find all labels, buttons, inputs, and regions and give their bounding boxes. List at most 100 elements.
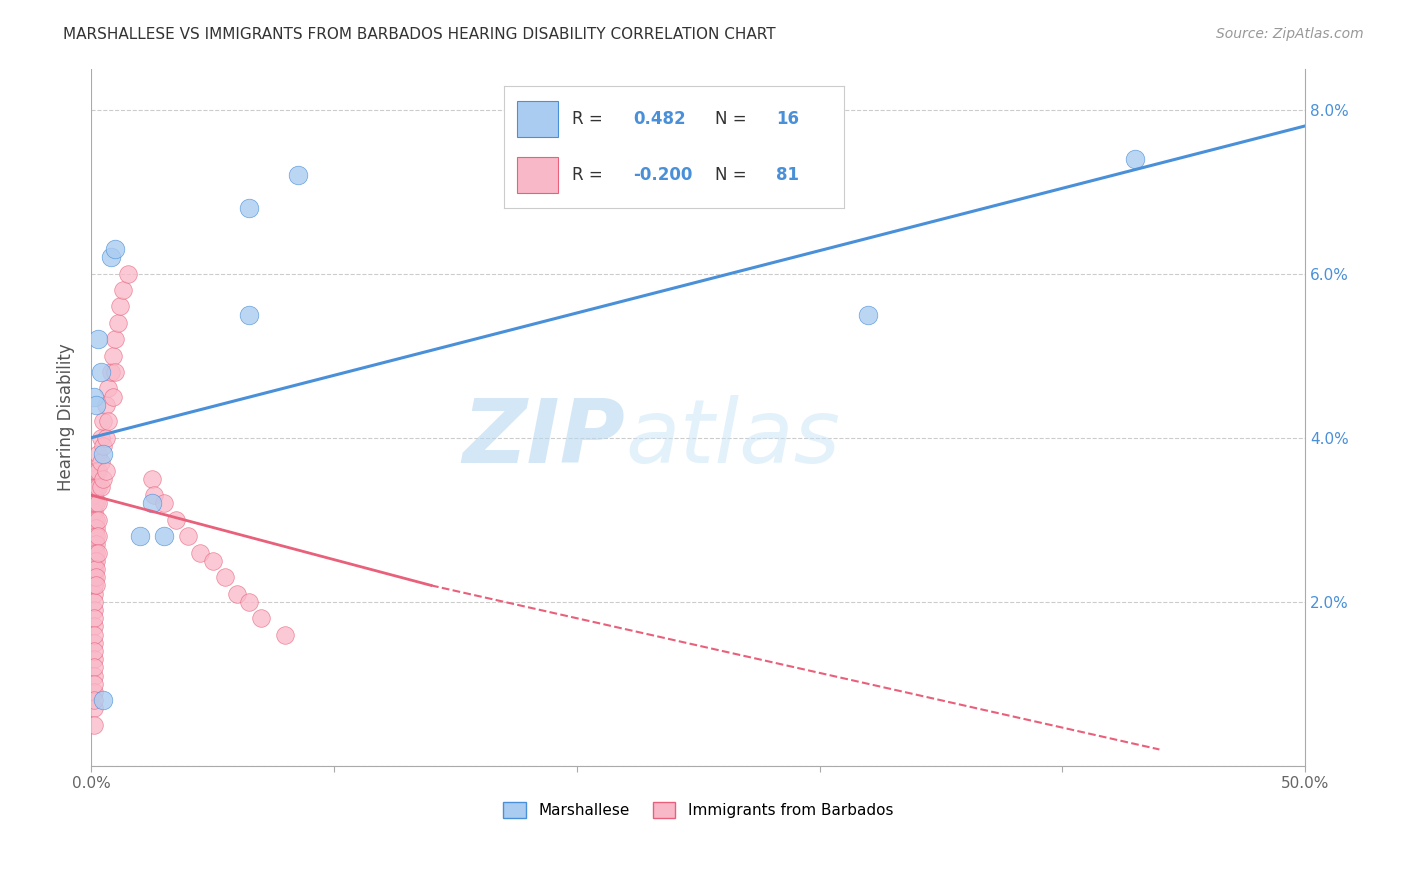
Point	[84, 480, 107, 494]
Point	[83, 595, 105, 609]
Point	[83, 586, 105, 600]
Text: atlas: atlas	[626, 395, 841, 481]
Point	[84, 513, 107, 527]
Y-axis label: Hearing Disability: Hearing Disability	[58, 343, 75, 491]
Point	[83, 644, 105, 658]
Text: MARSHALLESE VS IMMIGRANTS FROM BARBADOS HEARING DISABILITY CORRELATION CHART: MARSHALLESE VS IMMIGRANTS FROM BARBADOS …	[63, 27, 776, 42]
Point	[91, 439, 114, 453]
Point	[83, 652, 105, 666]
Point	[117, 267, 139, 281]
Point	[90, 365, 112, 379]
Point	[201, 554, 224, 568]
Point	[97, 382, 120, 396]
Point	[1123, 152, 1146, 166]
Point	[83, 554, 105, 568]
Point	[87, 496, 110, 510]
Point	[83, 504, 105, 518]
Point	[84, 398, 107, 412]
Point	[110, 300, 132, 314]
Point	[83, 513, 105, 527]
Point	[94, 431, 117, 445]
Point	[856, 308, 879, 322]
Point	[94, 398, 117, 412]
Point	[87, 513, 110, 527]
Point	[214, 570, 236, 584]
Text: ZIP: ZIP	[463, 394, 626, 482]
Point	[87, 447, 110, 461]
Point	[91, 447, 114, 461]
Point	[84, 570, 107, 584]
Point	[83, 693, 105, 707]
Point	[83, 390, 105, 404]
Point	[238, 308, 260, 322]
Point	[100, 250, 122, 264]
Point	[84, 496, 107, 510]
Point	[84, 463, 107, 477]
Legend: Marshallese, Immigrants from Barbados: Marshallese, Immigrants from Barbados	[496, 797, 900, 824]
Point	[90, 480, 112, 494]
Point	[83, 619, 105, 633]
Point	[111, 283, 134, 297]
Point	[83, 660, 105, 674]
Point	[83, 537, 105, 551]
Point	[84, 562, 107, 576]
Point	[101, 349, 124, 363]
Point	[84, 554, 107, 568]
Point	[153, 529, 176, 543]
Point	[83, 521, 105, 535]
Point	[141, 472, 163, 486]
Point	[83, 627, 105, 641]
Point	[87, 529, 110, 543]
Point	[87, 480, 110, 494]
Point	[90, 431, 112, 445]
Point	[238, 595, 260, 609]
Text: Source: ZipAtlas.com: Source: ZipAtlas.com	[1216, 27, 1364, 41]
Point	[91, 472, 114, 486]
Point	[83, 611, 105, 625]
Point	[107, 316, 129, 330]
Point	[87, 463, 110, 477]
Point	[97, 414, 120, 428]
Point	[91, 693, 114, 707]
Point	[84, 578, 107, 592]
Point	[83, 718, 105, 732]
Point	[141, 496, 163, 510]
Point	[84, 545, 107, 559]
Point	[83, 701, 105, 715]
Point	[83, 668, 105, 682]
Point	[165, 513, 187, 527]
Point	[94, 463, 117, 477]
Point	[83, 603, 105, 617]
Point	[87, 545, 110, 559]
Point	[83, 677, 105, 691]
Point	[190, 545, 212, 559]
Point	[250, 611, 273, 625]
Point	[83, 570, 105, 584]
Point	[238, 201, 260, 215]
Point	[274, 627, 297, 641]
Point	[143, 488, 166, 502]
Point	[90, 455, 112, 469]
Point	[153, 496, 176, 510]
Point	[177, 529, 200, 543]
Point	[83, 480, 105, 494]
Point	[83, 562, 105, 576]
Point	[100, 365, 122, 379]
Point	[287, 168, 309, 182]
Point	[84, 537, 107, 551]
Point	[83, 472, 105, 486]
Point	[225, 586, 247, 600]
Point	[84, 529, 107, 543]
Point	[128, 529, 150, 543]
Point	[83, 578, 105, 592]
Point	[104, 365, 127, 379]
Point	[83, 529, 105, 543]
Point	[83, 496, 105, 510]
Point	[87, 332, 110, 346]
Point	[83, 488, 105, 502]
Point	[83, 636, 105, 650]
Point	[101, 390, 124, 404]
Point	[104, 242, 127, 256]
Point	[84, 521, 107, 535]
Point	[91, 414, 114, 428]
